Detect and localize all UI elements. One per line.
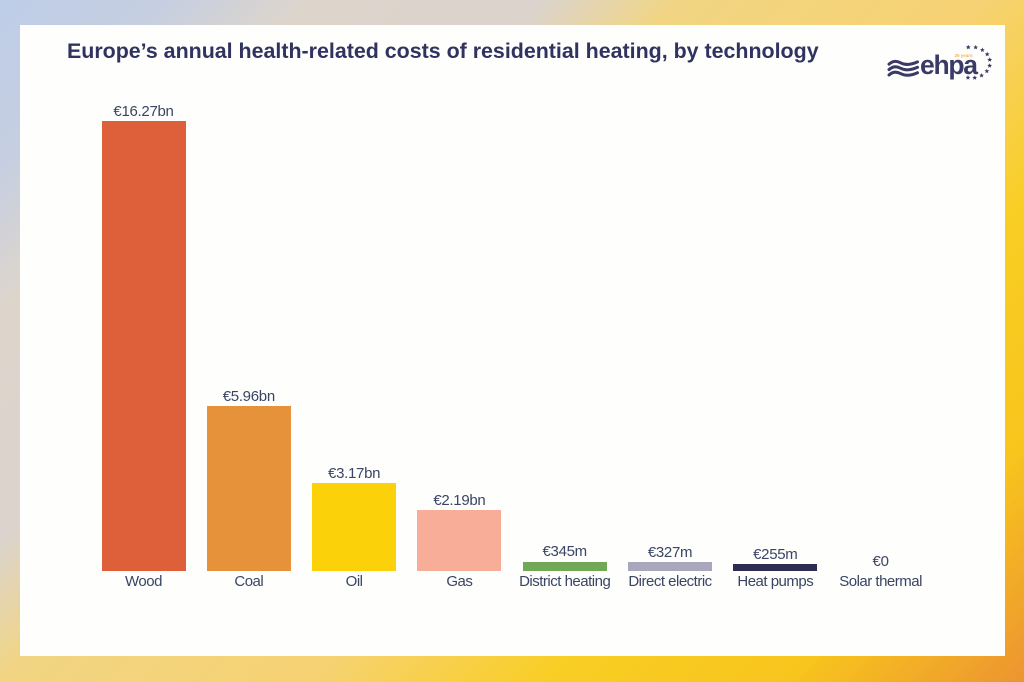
svg-text:25 years: 25 years xyxy=(955,53,974,58)
svg-text:ehpa: ehpa xyxy=(920,50,978,80)
